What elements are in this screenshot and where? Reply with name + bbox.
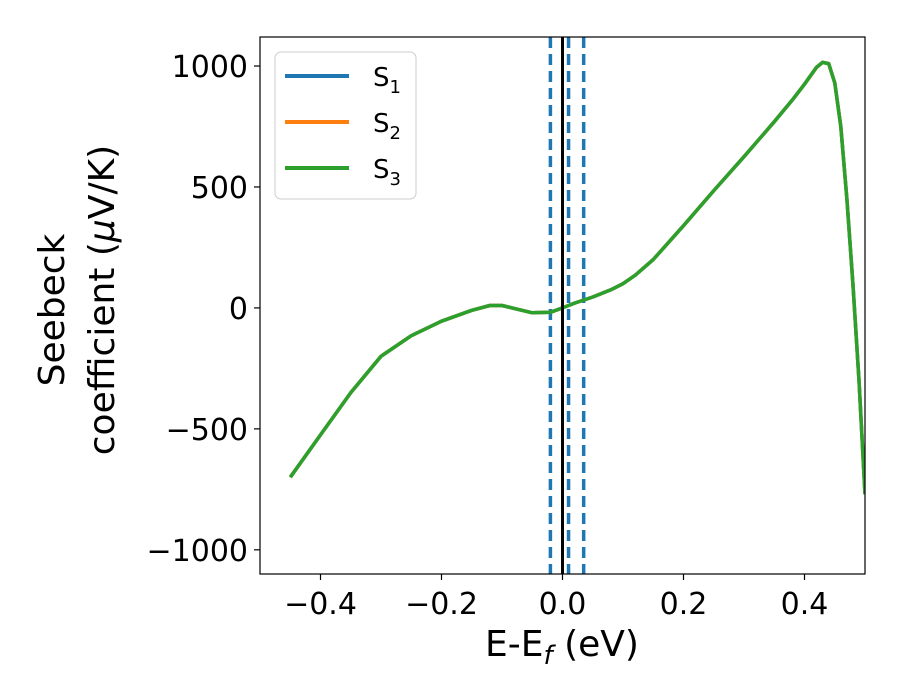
y-tick-label-1: 1000 [172,50,248,85]
y-tick-label-4: −500 [166,413,248,448]
y-tick-label-5: −1000 [147,534,248,569]
x-tick-label-2: −0.2 [405,587,478,622]
y-axis-label-line2: coefficient (μV/K) [82,145,123,455]
legend: S1 S2 S3 [274,51,417,200]
legend-label-s2: S2 [373,109,401,144]
x-tick-label-1: −0.4 [284,587,357,622]
y-tick-label-3: 0 [229,292,248,327]
legend-box [274,51,417,200]
ticks: −0.4 −0.2 0.0 0.2 0.4 1000 500 0 −500 −1000 [147,50,829,622]
x-tick-label-4: 0.2 [660,587,708,622]
y-tick-label-2: 500 [191,171,248,206]
x-tick-label-5: 0.4 [781,587,829,622]
series-line-s3 [288,60,865,495]
x-tick-label-3: 0.0 [539,587,587,622]
plot-area [288,37,865,574]
legend-label-s3: S3 [373,155,401,190]
legend-label-s1: S1 [373,63,401,98]
y-axis-label-line1: Seebeck [32,233,73,386]
plot-clip-group [288,37,865,574]
x-axis-label: E-Ef (eV) [485,624,639,671]
